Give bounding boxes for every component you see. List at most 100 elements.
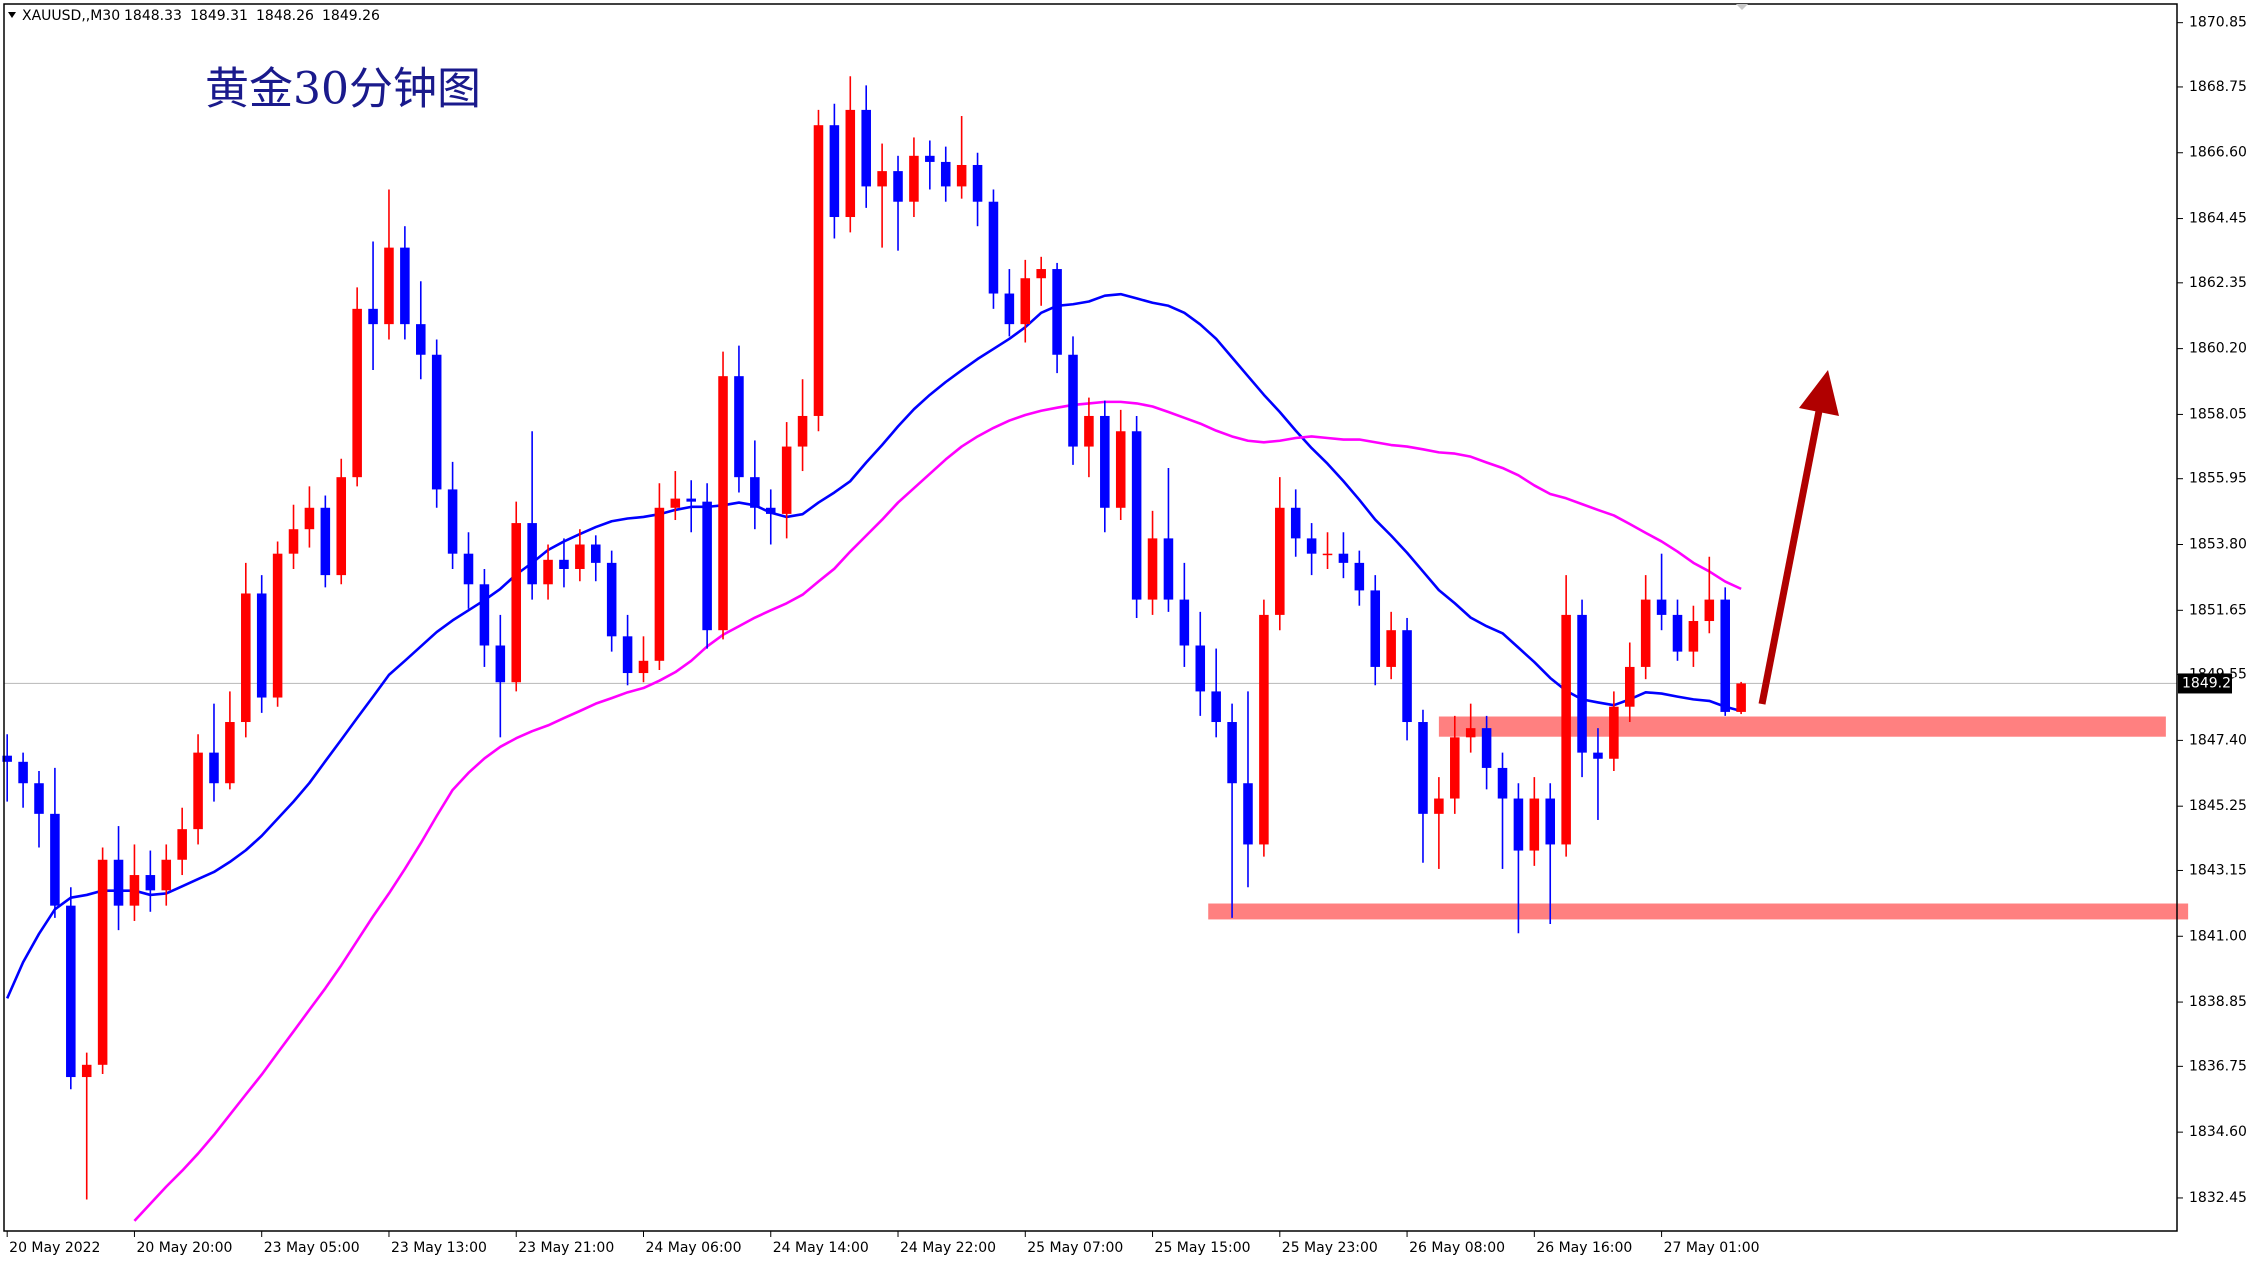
candle-body bbox=[97, 859, 108, 1065]
y-tick-label: 1836.75 bbox=[2189, 1058, 2247, 1074]
candle-body bbox=[1227, 722, 1237, 784]
candle-body bbox=[1354, 562, 1365, 591]
candle-body bbox=[193, 752, 203, 830]
candle-body bbox=[1434, 798, 1444, 814]
y-tick-label: 1832.45 bbox=[2189, 1190, 2247, 1206]
candle-body bbox=[1625, 666, 1635, 707]
x-tick-label: 27 May 01:00 bbox=[1664, 1240, 1760, 1256]
candle-body bbox=[1243, 783, 1253, 845]
candle-body bbox=[1290, 507, 1301, 539]
candle-body bbox=[559, 559, 569, 569]
candle-body bbox=[622, 636, 633, 674]
candle-body bbox=[956, 164, 967, 187]
candle-body bbox=[1370, 590, 1381, 667]
candle-body bbox=[575, 544, 585, 569]
candle-body bbox=[1720, 599, 1730, 712]
candle-body bbox=[1656, 599, 1667, 615]
candle-body bbox=[1147, 538, 1158, 600]
candle-body bbox=[81, 1064, 92, 1078]
candle-body bbox=[1338, 553, 1349, 563]
moving-average-line bbox=[5, 292, 1742, 999]
candle-body bbox=[368, 308, 378, 325]
candle-body bbox=[1322, 553, 1333, 556]
candle-body bbox=[1115, 431, 1126, 508]
moving-averages bbox=[5, 292, 1742, 1222]
y-tick-label: 1868.75 bbox=[2189, 79, 2247, 95]
candle-body bbox=[272, 553, 283, 698]
candle-body bbox=[1561, 614, 1571, 845]
open-value: 1848.33 bbox=[124, 8, 182, 24]
y-tick-label: 1834.60 bbox=[2189, 1124, 2247, 1140]
candle-body bbox=[431, 354, 442, 490]
low-value: 1848.26 bbox=[256, 8, 314, 24]
x-tick-label: 23 May 05:00 bbox=[264, 1240, 360, 1256]
candle-body bbox=[1259, 614, 1269, 845]
y-tick-label: 1841.00 bbox=[2189, 928, 2247, 944]
candle-body bbox=[606, 562, 617, 637]
candle-body bbox=[1704, 599, 1715, 622]
x-tick-label: 23 May 13:00 bbox=[391, 1240, 487, 1256]
close-value: 1849.26 bbox=[322, 8, 380, 24]
x-tick-label: 24 May 22:00 bbox=[900, 1240, 996, 1256]
candle-body bbox=[686, 498, 696, 502]
candle-body bbox=[654, 507, 665, 661]
candle-body bbox=[1275, 507, 1285, 615]
candle-body bbox=[972, 164, 983, 202]
candle-body bbox=[129, 875, 140, 906]
candle-body bbox=[479, 584, 490, 646]
candle-body bbox=[1688, 621, 1699, 652]
candle-body bbox=[1306, 538, 1317, 554]
candle-body bbox=[400, 247, 410, 325]
candle-body bbox=[781, 446, 792, 514]
candle-body bbox=[320, 507, 331, 576]
candle-body bbox=[336, 477, 347, 576]
candle-body bbox=[241, 593, 251, 723]
candle-body bbox=[813, 125, 824, 416]
axes: 1870.85 1868.75 1866.60 1864.45 1862.35 1860.… bbox=[3, 3, 2247, 1256]
candle-body bbox=[893, 171, 903, 202]
chart-title: 黄金30分钟图 bbox=[205, 64, 481, 115]
candle-body bbox=[1068, 354, 1078, 447]
candle-body bbox=[1020, 278, 1031, 325]
y-tick-label: 1851.65 bbox=[2189, 602, 2247, 618]
candle-body bbox=[940, 161, 951, 187]
candle-body bbox=[1545, 798, 1556, 845]
candle-body bbox=[845, 109, 856, 218]
candle-body bbox=[638, 660, 649, 674]
y-tick-label: 1838.85 bbox=[2189, 994, 2247, 1010]
y-tick-label: 1864.45 bbox=[2189, 211, 2247, 227]
x-tick-label: 25 May 23:00 bbox=[1282, 1240, 1378, 1256]
candle-body bbox=[1052, 269, 1062, 355]
candle-body bbox=[256, 593, 267, 698]
candle-body bbox=[1004, 293, 1015, 325]
y-tick-label: 1845.25 bbox=[2189, 798, 2247, 814]
candle-body bbox=[1084, 415, 1094, 447]
candle-body bbox=[1465, 728, 1476, 738]
candle-body bbox=[209, 752, 219, 784]
high-value: 1849.31 bbox=[190, 8, 248, 24]
y-tick-label: 1862.35 bbox=[2189, 275, 2247, 291]
candle-body bbox=[1497, 767, 1508, 799]
candle-body bbox=[463, 553, 474, 585]
x-tick-label: 25 May 07:00 bbox=[1027, 1240, 1123, 1256]
plot-frame bbox=[3, 3, 2178, 1232]
candle-body bbox=[590, 544, 601, 563]
x-tick-label: 20 May 20:00 bbox=[136, 1240, 232, 1256]
candle-body bbox=[304, 507, 315, 530]
candle-body bbox=[225, 722, 235, 784]
up-arrow bbox=[1758, 370, 1839, 705]
candle-body bbox=[1529, 798, 1540, 851]
arrow-head bbox=[1799, 370, 1839, 416]
candle-body bbox=[1195, 645, 1206, 692]
candle-body bbox=[50, 813, 60, 906]
candle-body bbox=[1513, 798, 1524, 851]
support-zone bbox=[1208, 903, 2189, 920]
candle-body bbox=[161, 859, 172, 891]
candle-body bbox=[1386, 630, 1396, 667]
candle-body bbox=[543, 559, 553, 585]
x-tick-label: 24 May 06:00 bbox=[645, 1240, 741, 1256]
candle-body bbox=[2, 755, 12, 762]
candle-body bbox=[384, 247, 394, 325]
candle-body bbox=[750, 477, 760, 508]
